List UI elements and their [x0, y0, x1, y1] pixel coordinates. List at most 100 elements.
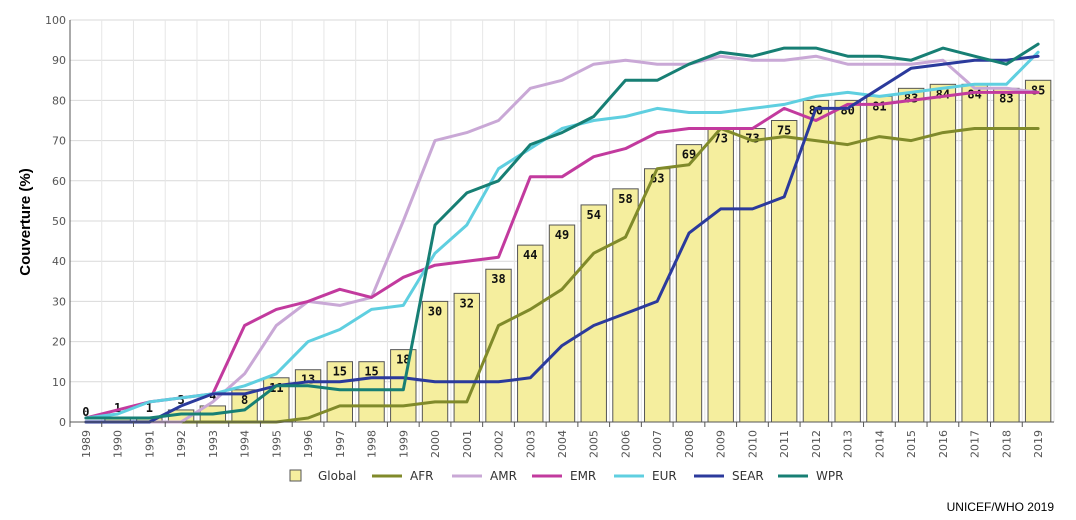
bar-global — [517, 244, 544, 423]
y-tick-label: 20 — [52, 336, 66, 349]
series-line-sear — [84, 54, 1040, 424]
x-tick-label: 1992 — [175, 430, 188, 458]
bar-value-label: 44 — [523, 248, 537, 262]
bar-global — [548, 224, 576, 423]
x-tick-label: 1994 — [239, 430, 252, 458]
source-credit: UNICEF/WHO 2019 — [946, 500, 1054, 514]
bar-value-label: 38 — [491, 272, 505, 286]
x-tick-label: 1993 — [207, 430, 220, 458]
bar-global — [612, 188, 639, 423]
x-tick-label: 2001 — [461, 430, 474, 458]
bars-global — [104, 79, 1052, 423]
bar-global — [326, 361, 354, 423]
bar-value-label: 69 — [682, 148, 696, 162]
x-tick-label: 2014 — [873, 430, 886, 458]
series-line-emr — [84, 90, 1040, 420]
x-tick-label: 2010 — [746, 430, 759, 458]
x-tick-label: 2002 — [493, 430, 506, 458]
bar-global — [961, 83, 988, 423]
x-tick-label: 2015 — [905, 430, 918, 458]
legend-label-sear: SEAR — [732, 469, 764, 483]
legend: Global AFR AMR EMR EUR SEAR WPR — [289, 469, 843, 483]
x-tick-label: 2013 — [842, 430, 855, 458]
y-axis-label: Couverture (%) — [17, 168, 34, 276]
x-tick-label: 2005 — [588, 430, 601, 458]
legend-label-eur: EUR — [652, 469, 677, 483]
bar-value-label: 0 — [82, 405, 89, 419]
bar-value-label: 49 — [555, 228, 569, 242]
x-tick-label: 1997 — [334, 430, 347, 458]
bar-value-label: 54 — [587, 208, 601, 222]
series-lines — [84, 42, 1040, 424]
x-tick-label: 2000 — [429, 430, 442, 458]
x-tick-label: 2009 — [715, 430, 728, 458]
bar-global — [739, 128, 766, 423]
x-tick-label: 2016 — [937, 430, 950, 458]
bar-value-label: 8 — [241, 393, 248, 407]
bar-global — [358, 361, 385, 423]
legend-swatch-global — [289, 469, 302, 482]
bar-value-label: 75 — [777, 124, 791, 138]
series-line-wpr — [84, 42, 1040, 420]
y-tick-label: 100 — [45, 14, 66, 27]
bar-global — [1024, 79, 1052, 423]
series-line-eur — [84, 50, 1040, 420]
legend-label-global: Global — [318, 469, 356, 483]
x-tick-label: 2011 — [778, 430, 791, 458]
y-tick-label: 30 — [52, 295, 66, 308]
bar-global — [802, 99, 830, 423]
x-tick-label: 2003 — [524, 430, 537, 458]
bar-value-label: 83 — [999, 91, 1013, 105]
bar-value-label: 1 — [114, 401, 121, 415]
legend-label-wpr: WPR — [816, 469, 843, 483]
x-tick-label: 1996 — [302, 430, 315, 458]
bar-global — [834, 99, 861, 423]
bar-value-label: 32 — [460, 296, 474, 310]
x-tick-label: 2017 — [969, 430, 982, 458]
bar-global — [675, 144, 703, 423]
bar-global — [866, 95, 893, 423]
legend-label-emr: EMR — [570, 469, 596, 483]
x-tick-label: 2019 — [1032, 430, 1045, 458]
x-tick-label: 1998 — [366, 430, 379, 458]
x-tick-label: 2018 — [1000, 430, 1013, 458]
bar-value-label: 84 — [967, 87, 981, 101]
y-tick-label: 70 — [52, 135, 66, 148]
bar-global — [707, 128, 734, 423]
bar-global — [897, 87, 925, 423]
bar-global — [929, 83, 957, 423]
y-tick-label: 10 — [52, 376, 66, 389]
x-tick-label: 1989 — [80, 430, 93, 458]
y-tick-label: 80 — [52, 94, 66, 107]
bar-global — [770, 120, 798, 423]
bar-global — [580, 204, 607, 423]
y-tick-label: 90 — [52, 54, 66, 67]
x-tick-label: 2004 — [556, 430, 569, 458]
y-tick-label: 60 — [52, 175, 66, 188]
y-tick-label: 40 — [52, 255, 66, 268]
x-tick-label: 1991 — [143, 430, 156, 458]
bar-value-label: 81 — [872, 99, 886, 113]
y-tick-label: 0 — [59, 416, 66, 429]
x-tick-label: 2006 — [619, 430, 632, 458]
series-line-amr — [84, 54, 1040, 424]
x-tick-label: 2008 — [683, 430, 696, 458]
legend-label-amr: AMR — [490, 469, 517, 483]
bar-global — [644, 168, 671, 423]
x-tick-label: 2007 — [651, 430, 664, 458]
bar-value-label: 30 — [428, 304, 442, 318]
x-tick-label: 1990 — [112, 430, 125, 458]
bar-value-label: 58 — [618, 192, 632, 206]
bar-value-label: 15 — [333, 365, 347, 379]
x-tick-label: 2012 — [810, 430, 823, 458]
bar-global — [993, 87, 1020, 423]
bar-value-label: 1 — [146, 401, 153, 415]
y-tick-label: 50 — [52, 215, 66, 228]
x-tick-label: 1999 — [397, 430, 410, 458]
bar-value-label: 73 — [745, 132, 759, 146]
x-tick-label: 1995 — [270, 430, 283, 458]
bar-value-label: 15 — [364, 365, 378, 379]
bar-value-label: 3 — [177, 393, 184, 407]
